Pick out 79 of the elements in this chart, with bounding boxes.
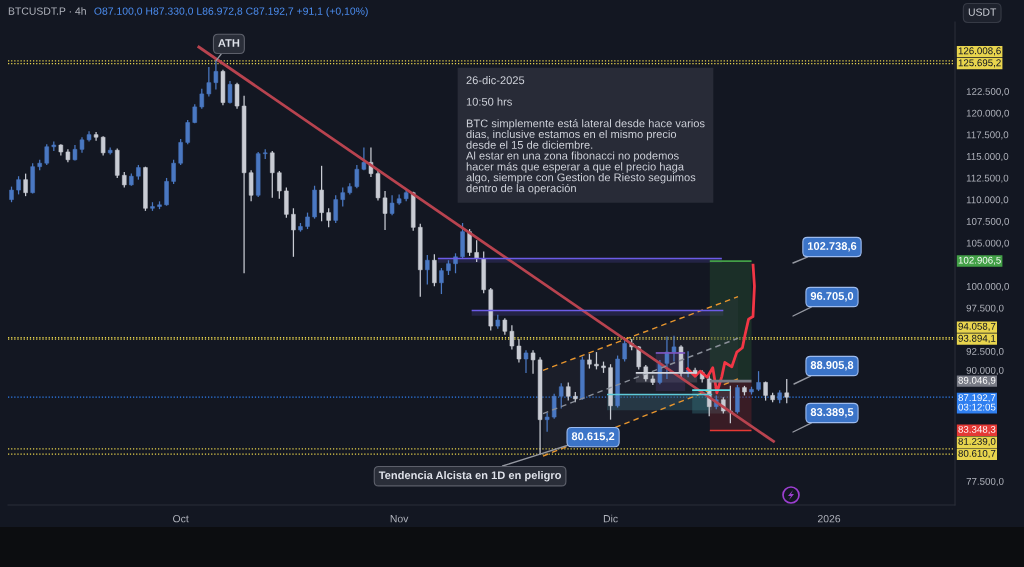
- y-tick-label: 100.000,0: [966, 282, 1009, 292]
- text: 102.906,5: [958, 256, 1001, 265]
- candlestick: [234, 82, 240, 110]
- y-tick-label: 105.000,0: [966, 239, 1009, 248]
- candlestick: [164, 177, 169, 207]
- ref-line-label: 126.008,6: [958, 47, 1001, 56]
- candlestick: [199, 88, 205, 110]
- annotation: 83.389,5: [810, 408, 854, 418]
- candlestick: [326, 207, 331, 228]
- candlestick: [523, 349, 529, 374]
- candlestick: [213, 60, 219, 91]
- candlestick: [509, 324, 515, 351]
- y-tick-label: 112.500,0: [966, 174, 1009, 183]
- candlestick: [425, 254, 430, 286]
- candlestick: [340, 186, 345, 208]
- candlestick: [44, 143, 49, 166]
- candlestick: [756, 370, 761, 392]
- y-tick-label: 117.500,0: [966, 131, 1009, 140]
- line-series: [685, 262, 756, 395]
- candlestick: [566, 381, 571, 402]
- candlestick: [389, 194, 395, 216]
- candlestick: [277, 170, 282, 200]
- candlestick: [432, 253, 437, 287]
- y-tick-label: 90.000,0: [966, 366, 1004, 375]
- x-tick-label: Dic: [603, 514, 618, 523]
- y-tick-label: 122.500,0: [966, 88, 1009, 97]
- candlestick: [439, 267, 444, 295]
- candlestick: [178, 138, 183, 166]
- candlestick: [185, 119, 190, 145]
- candlestick: [23, 172, 28, 197]
- ref-line-label: 80.610,7: [958, 449, 996, 458]
- annotation: 80.615,2: [571, 432, 615, 442]
- candlestick: [544, 412, 550, 433]
- candlestick: [474, 239, 479, 263]
- ref-line-label: 94.058,7: [958, 322, 996, 331]
- y-tick-label: 92.500,0: [966, 347, 1004, 356]
- chart-subtitle: O87.100,0 H87.330,0 L86.972,8 C87.192,7 +91,1 (+0,10%): [94, 7, 368, 17]
- y-tick-label: 115.000,0: [966, 153, 1009, 162]
- candlestick: [784, 378, 789, 404]
- candlestick: [270, 150, 275, 199]
- text: 83.348,3: [958, 425, 996, 434]
- x-tick-label: 2026: [817, 515, 841, 523]
- annotation: 88.905,8: [810, 361, 854, 371]
- candlestick: [354, 164, 360, 189]
- y-tick-label: 120.000,0: [966, 109, 1009, 118]
- ref-line-label: 93.894,1: [958, 334, 996, 343]
- y-tick-label: 77.500,0: [966, 477, 1004, 486]
- candlestick: [171, 159, 176, 185]
- annotation: Tendencia Alcista en 1D en peligro: [378, 470, 562, 482]
- x-tick-label: Oct: [173, 515, 189, 523]
- candlestick: [16, 175, 21, 196]
- text: 26-dic-2025 10:50 hrs BTC simplemente está lateral desde hace varios dias, inclusive estamos en el mismo precio desde el 15 de diciembre. Al estar en una zona fibonacci no podemos hacer más que esperar a que el precio haga algo, siempre con Gestion de Riesto seguimos dentro de la operación: [466, 76, 705, 195]
- candlestick: [622, 339, 627, 363]
- candlestick: [291, 207, 296, 258]
- candlestick: [333, 194, 338, 224]
- text: 89.046,9: [958, 376, 996, 385]
- candlestick: [319, 165, 324, 222]
- candlestick: [467, 228, 472, 257]
- candlestick: [284, 186, 289, 219]
- x-tick-label: Nov: [390, 515, 409, 523]
- ref-line-label: 81.239,0: [958, 437, 996, 446]
- chart-title: BTCUSDT.P · 4h: [8, 7, 86, 15]
- candlestick: [248, 169, 254, 202]
- candlestick: [516, 338, 522, 364]
- candlestick: [93, 131, 99, 142]
- candlestick: [559, 382, 564, 410]
- ref-line-label: 87.192,7 03:12:05: [958, 394, 996, 411]
- annotation: 102.738,6: [807, 242, 857, 252]
- y-tick-label: 107.500,0: [966, 218, 1009, 227]
- annotation: ATH: [218, 39, 240, 47]
- ref-line-label: 125.695,2: [958, 59, 1001, 68]
- y-tick-label: 97.500,0: [966, 304, 1004, 313]
- candlestick: [206, 66, 212, 98]
- candlestick: [551, 393, 557, 420]
- y-tick-label: 110.000,0: [966, 196, 1009, 205]
- candlestick: [453, 252, 458, 274]
- candlestick: [100, 135, 106, 157]
- y-axis-title: USDT: [968, 8, 997, 16]
- annotation: 96.705,0: [810, 292, 854, 302]
